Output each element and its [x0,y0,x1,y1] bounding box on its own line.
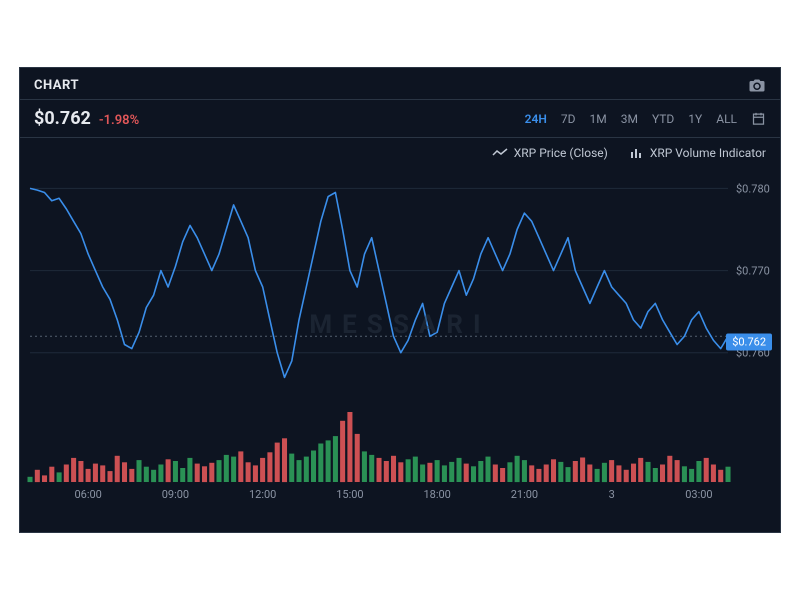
range-tabs: 24H 7D 1M 3M YTD 1Y ALL [525,111,766,126]
svg-text:15:00: 15:00 [336,488,363,501]
svg-text:12:00: 12:00 [249,488,276,501]
screenshot-icon[interactable] [748,78,766,93]
price-change: -1.98% [99,113,139,128]
svg-text:$0.770: $0.770 [736,265,770,278]
range-tab-3m[interactable]: 3M [621,112,638,126]
price-block: $0.762 -1.98% [34,108,139,129]
svg-text:$0.780: $0.780 [736,182,770,195]
panel-title: CHART [34,78,79,93]
svg-text:21:00: 21:00 [511,488,538,501]
range-tab-1m[interactable]: 1M [589,112,606,126]
chart-area[interactable]: MESSARI $0.760$0.770$0.78006:0009:0012:0… [24,166,776,526]
legend-price-label: XRP Price (Close) [514,146,608,160]
info-bar: $0.762 -1.98% 24H 7D 1M 3M YTD 1Y ALL [20,100,780,138]
svg-text:03:00: 03:00 [685,488,712,501]
price-tag: $0.762 [726,334,772,351]
chart-panel: CHART $0.762 -1.98% 24H 7D 1M 3M YTD 1Y … [19,67,781,533]
calendar-icon[interactable] [751,111,766,126]
svg-text:3: 3 [609,488,615,501]
legend-bar: XRP Price (Close) XRP Volume Indicator [20,138,780,160]
svg-text:18:00: 18:00 [423,488,450,501]
legend-volume[interactable]: XRP Volume Indicator [630,146,766,160]
range-tab-all[interactable]: ALL [716,112,737,126]
svg-text:06:00: 06:00 [74,488,101,501]
current-price: $0.762 [34,108,91,129]
line-icon [492,148,508,158]
chart-svg: $0.760$0.770$0.78006:0009:0012:0015:0018… [24,166,776,526]
bars-icon [630,148,644,158]
range-tab-7d[interactable]: 7D [561,112,576,126]
range-tab-24h[interactable]: 24H [525,112,547,126]
legend-volume-label: XRP Volume Indicator [650,146,766,160]
legend-price[interactable]: XRP Price (Close) [492,146,608,160]
title-bar: CHART [20,68,780,100]
svg-text:09:00: 09:00 [162,488,189,501]
range-tab-ytd[interactable]: YTD [652,112,674,126]
range-tab-1y[interactable]: 1Y [688,112,702,126]
